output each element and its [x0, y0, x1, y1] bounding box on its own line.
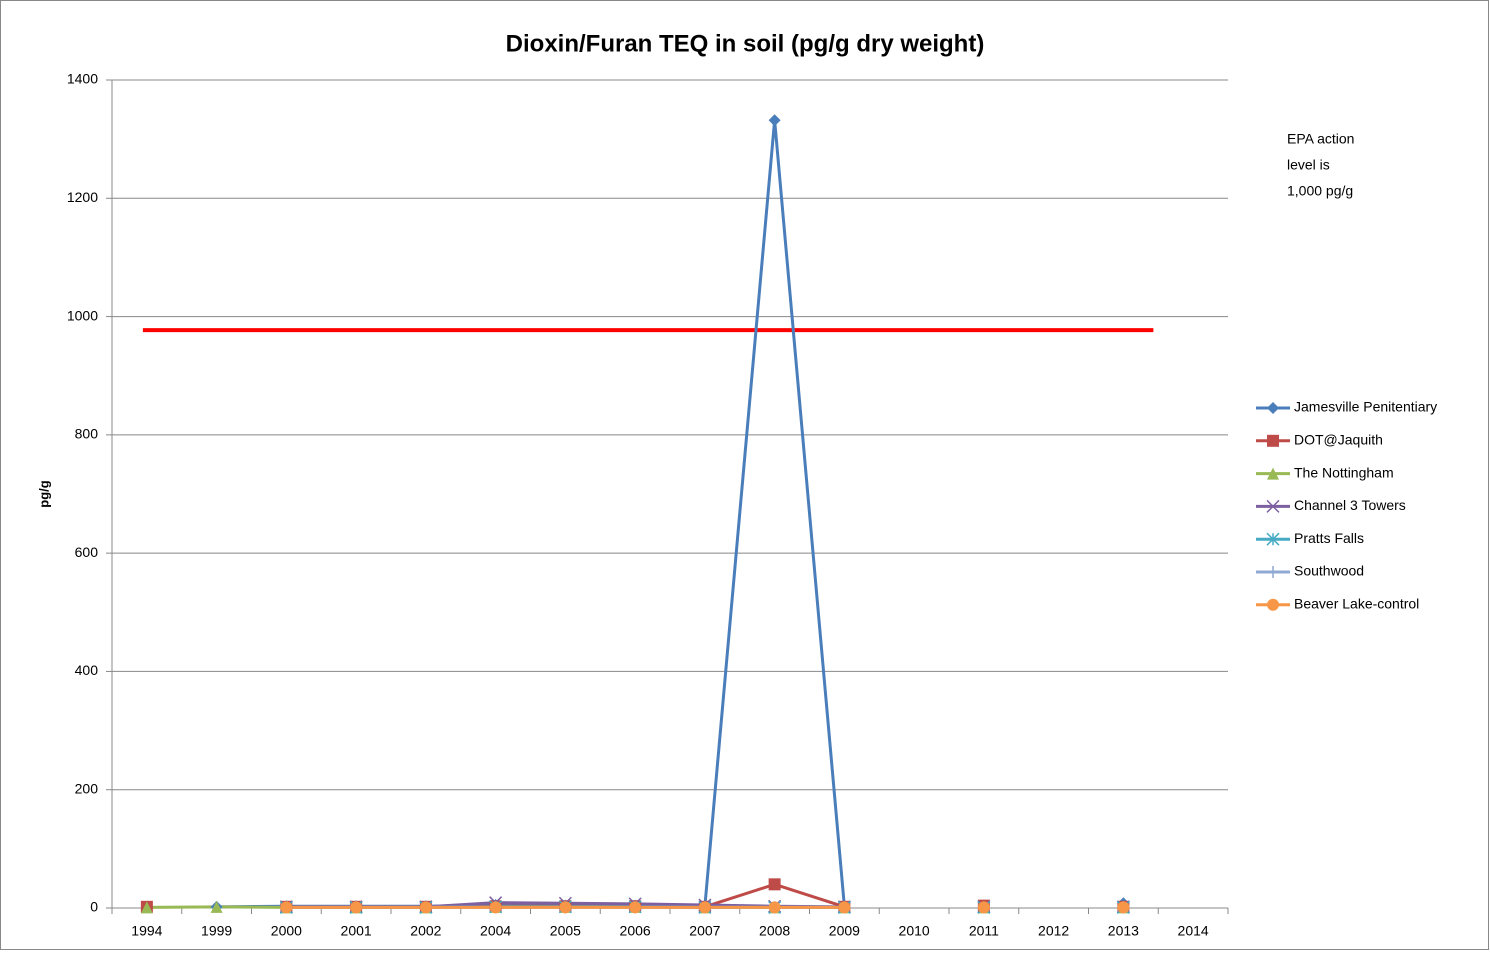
- x-tick-label: 1999: [201, 923, 232, 939]
- y-tick-label: 800: [75, 426, 99, 442]
- x-tick-label: 2011: [969, 923, 999, 939]
- x-tick-label: 2013: [1108, 923, 1139, 939]
- x-tick-label: 2004: [480, 923, 511, 939]
- legend-marker: [1267, 467, 1279, 480]
- legend-label: Channel 3 Towers: [1294, 497, 1406, 513]
- data-point: [350, 901, 363, 914]
- legend-marker: [1267, 434, 1279, 447]
- data-point: [489, 901, 502, 914]
- y-tick-label: 600: [75, 544, 99, 560]
- data-point: [419, 901, 432, 914]
- x-tick-label: 2007: [689, 923, 720, 939]
- data-point: [1117, 901, 1130, 914]
- y-tick-label: 1400: [67, 71, 98, 87]
- annotation: 1,000 pg/g: [1287, 183, 1353, 199]
- data-point: [559, 901, 572, 914]
- legend-marker: [1267, 566, 1279, 578]
- x-tick-label: 1994: [131, 923, 162, 939]
- legend-label: Southwood: [1294, 563, 1364, 579]
- data-point: [838, 901, 851, 914]
- x-tick-label: 2005: [550, 923, 581, 939]
- x-tick-label: 2001: [341, 923, 372, 939]
- x-tick-label: 2008: [759, 923, 790, 939]
- legend-label: Beaver Lake-control: [1294, 596, 1419, 612]
- data-point: [768, 114, 781, 127]
- data-point: [768, 901, 781, 914]
- legend-label: Pratts Falls: [1294, 530, 1364, 546]
- data-point: [140, 901, 153, 914]
- x-tick-label: 2006: [620, 923, 651, 939]
- legend-marker: [1266, 499, 1280, 513]
- data-point: [977, 901, 990, 914]
- data-point: [698, 901, 711, 914]
- annotation: level is: [1287, 157, 1330, 173]
- x-tick-label: 2014: [1178, 923, 1209, 939]
- x-tick-label: 2012: [1038, 923, 1069, 939]
- x-tick-label: 2010: [899, 923, 930, 939]
- y-axis-label: pg/g: [36, 480, 51, 507]
- data-point: [768, 878, 781, 891]
- data-point: [629, 901, 642, 914]
- y-tick-label: 1200: [67, 189, 98, 205]
- legend-marker: [1266, 532, 1280, 546]
- y-tick-label: 0: [90, 899, 98, 915]
- y-tick-label: 200: [75, 780, 99, 796]
- x-tick-label: 2000: [271, 923, 302, 939]
- legend-marker: [1267, 402, 1279, 414]
- data-point: [280, 901, 293, 914]
- y-tick-label: 400: [75, 662, 99, 678]
- chart-title: Dioxin/Furan TEQ in soil (pg/g dry weigh…: [506, 30, 985, 57]
- data-point: [210, 900, 223, 913]
- legend-label: Jamesville Penitentiary: [1294, 399, 1437, 415]
- annotation: EPA action: [1287, 131, 1354, 147]
- y-tick-label: 1000: [67, 307, 98, 323]
- x-tick-label: 2009: [829, 923, 860, 939]
- x-tick-label: 2002: [410, 923, 441, 939]
- legend-label: DOT@Jaquith: [1294, 432, 1383, 448]
- legend-marker: [1267, 598, 1279, 611]
- legend-label: The Nottingham: [1294, 464, 1394, 480]
